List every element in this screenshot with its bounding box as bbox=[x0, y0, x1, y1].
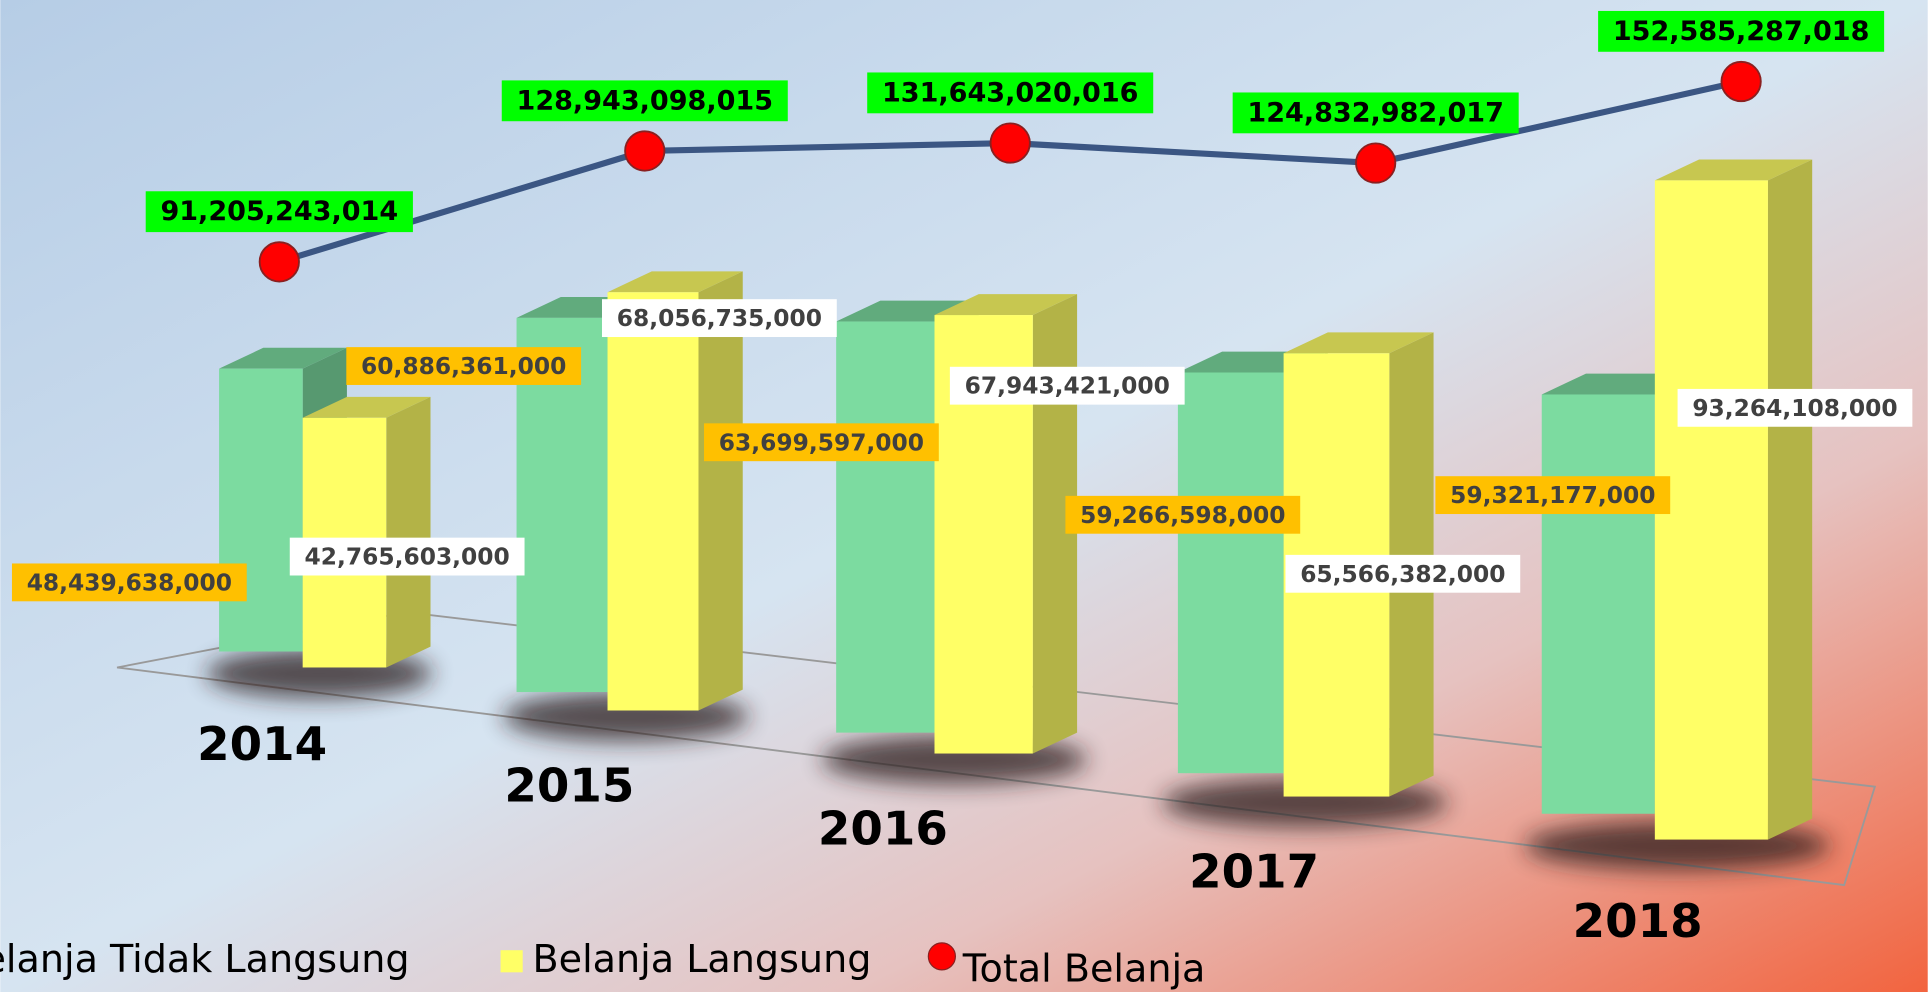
data-label: 152,585,287,018 bbox=[1613, 16, 1870, 47]
label-box bbox=[145, 191, 413, 233]
label-box bbox=[601, 299, 837, 338]
data-label: 65,566,382,000 bbox=[1300, 560, 1505, 588]
data-label: 93,264,108,000 bbox=[1692, 394, 1897, 422]
data-label: 60,886,361,000 bbox=[361, 352, 566, 380]
bar-top bbox=[607, 271, 743, 293]
label-box bbox=[1285, 554, 1521, 593]
label-box bbox=[1598, 10, 1885, 52]
bar bbox=[1654, 180, 1768, 840]
bar bbox=[607, 292, 699, 711]
legend-label: Belanja Langsung bbox=[533, 937, 872, 981]
line-marker bbox=[258, 241, 300, 283]
data-label: 59,266,598,000 bbox=[1080, 501, 1285, 529]
bar bbox=[836, 321, 935, 733]
legend-swatch bbox=[927, 942, 957, 971]
line-marker bbox=[1720, 60, 1762, 103]
data-label: 128,943,098,015 bbox=[517, 85, 774, 116]
x-tick-label: 2014 bbox=[197, 718, 327, 772]
legend-label: Belanja Tidak Langsung bbox=[0, 937, 410, 981]
label-box bbox=[704, 423, 939, 462]
bar-top bbox=[1654, 159, 1813, 181]
data-label: 91,205,243,014 bbox=[160, 196, 398, 227]
label-box bbox=[289, 537, 525, 576]
bar bbox=[219, 368, 303, 652]
data-label: 124,832,982,017 bbox=[1247, 97, 1504, 128]
line-marker bbox=[1355, 142, 1397, 184]
bar-side bbox=[1032, 294, 1078, 754]
bar-side bbox=[1767, 159, 1813, 840]
bar-side bbox=[386, 396, 431, 668]
legend-swatch bbox=[500, 950, 523, 973]
label-box bbox=[346, 347, 582, 385]
label-box bbox=[867, 72, 1154, 114]
bar bbox=[1177, 372, 1284, 774]
bar-top bbox=[302, 396, 431, 418]
x-tick-label: 2016 bbox=[818, 803, 948, 857]
bar-side bbox=[698, 271, 743, 711]
data-label: 67,943,421,000 bbox=[965, 372, 1170, 400]
x-tick-label: 2017 bbox=[1189, 846, 1319, 900]
label-box bbox=[1677, 388, 1913, 427]
bar-top bbox=[1283, 332, 1434, 354]
bar-top bbox=[934, 294, 1078, 316]
line-marker bbox=[989, 122, 1031, 164]
data-label: 68,056,735,000 bbox=[617, 304, 822, 332]
label-box bbox=[1065, 495, 1301, 534]
label-box bbox=[1232, 92, 1519, 134]
x-tick-label: 2018 bbox=[1573, 895, 1703, 949]
label-box bbox=[1435, 476, 1671, 515]
data-label: 131,643,020,016 bbox=[882, 77, 1139, 108]
x-tick-label: 2015 bbox=[504, 760, 634, 814]
label-box bbox=[501, 80, 788, 122]
data-label: 42,765,603,000 bbox=[305, 543, 510, 571]
bar bbox=[1541, 394, 1655, 814]
plot: 2014 2015 2016 2017 2018 48,439,638,000 60,886… bbox=[0, 10, 1913, 991]
bar-top bbox=[219, 347, 347, 369]
data-label: 48,439,638,000 bbox=[27, 568, 232, 596]
legend-label: Total Belanja bbox=[962, 947, 1206, 991]
label-box bbox=[11, 563, 247, 602]
line-marker bbox=[624, 130, 666, 172]
label-box bbox=[949, 366, 1185, 405]
data-label: 63,699,597,000 bbox=[719, 428, 924, 456]
data-label: 59,321,177,000 bbox=[1450, 481, 1655, 509]
